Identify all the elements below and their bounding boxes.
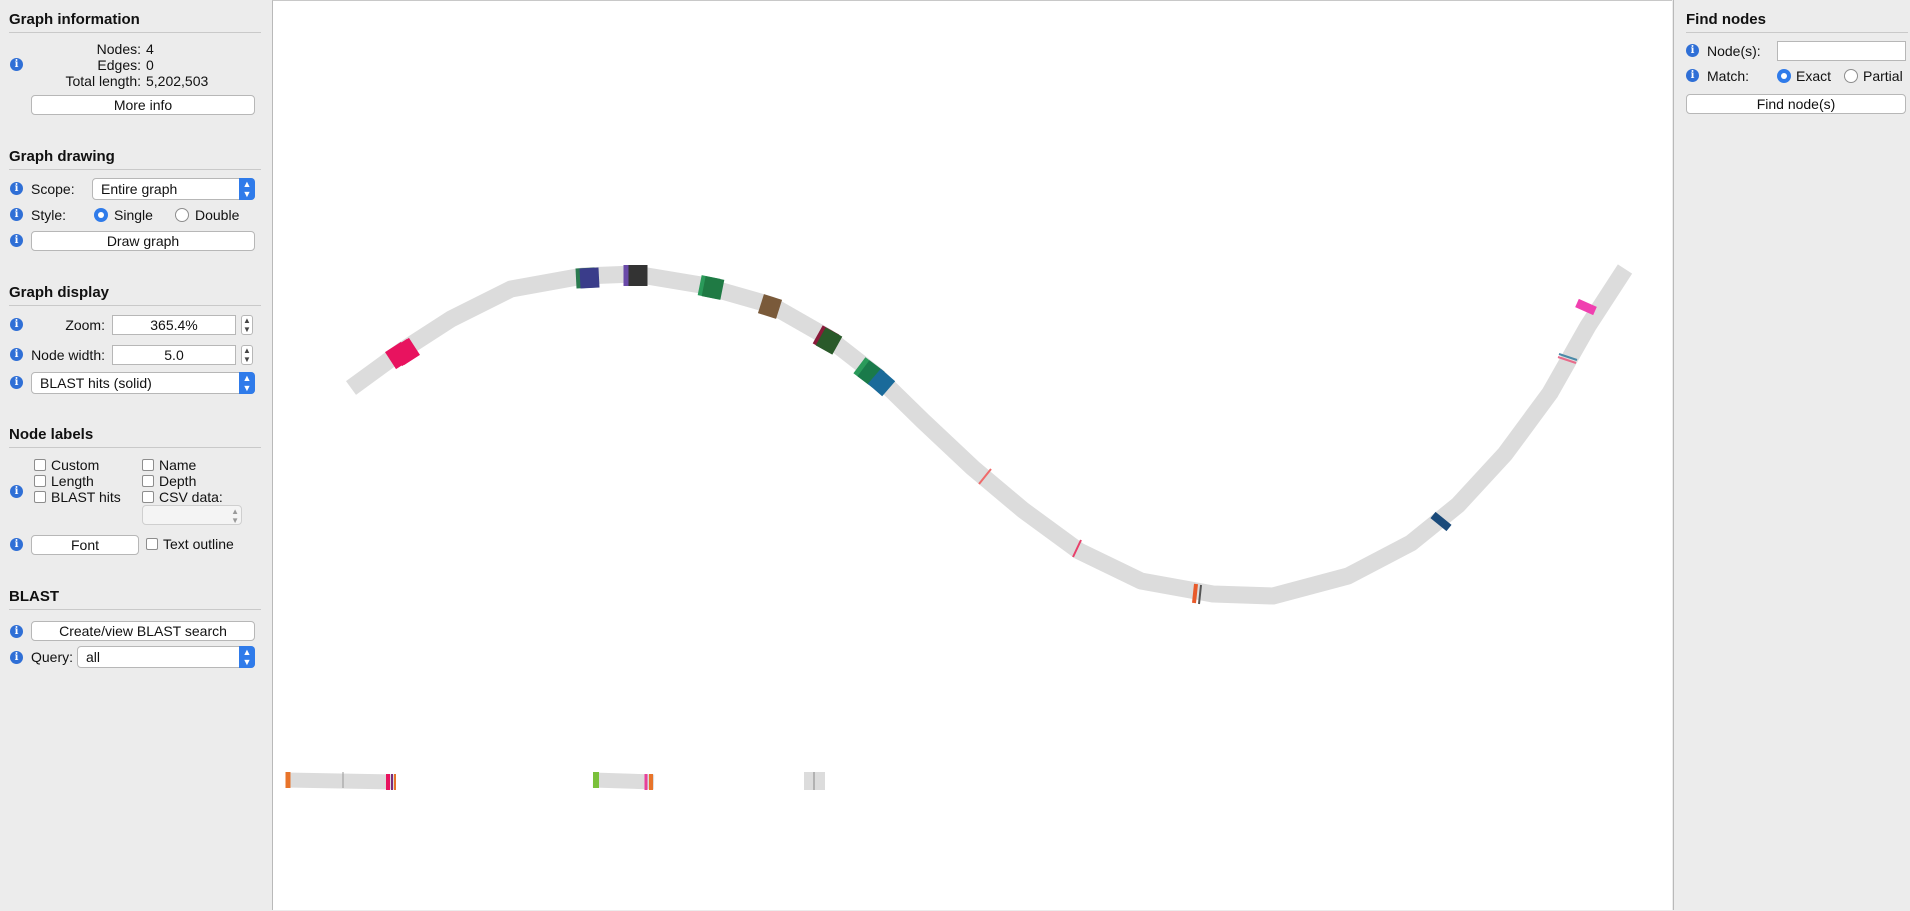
match-exact-radio[interactable]: [1777, 69, 1791, 83]
colour-scheme-select[interactable]: BLAST hits (solid) ▲ ▼: [31, 372, 255, 394]
depth-checkbox[interactable]: [142, 475, 154, 487]
edges-label: Edges:: [97, 57, 141, 73]
name-checkbox[interactable]: [142, 459, 154, 471]
node-width-input[interactable]: 5.0: [112, 345, 236, 365]
total-length-value: 5,202,503: [146, 73, 209, 89]
style-single-label: Single: [114, 207, 153, 223]
node-width-stepper[interactable]: ▲ ▼: [241, 345, 253, 365]
scope-select[interactable]: Entire graph ▲ ▼: [92, 178, 255, 200]
csv-data-label: CSV data:: [159, 489, 223, 505]
custom-checkbox[interactable]: [34, 459, 46, 471]
match-exact-label: Exact: [1796, 68, 1832, 84]
scope-value: Entire graph: [101, 181, 178, 197]
match-partial-label: Partial: [1863, 68, 1903, 84]
chevron-updown-icon: ▲ ▼: [231, 507, 239, 525]
total-length-label: Total length:: [65, 73, 142, 89]
query-value: all: [86, 649, 101, 665]
info-icon[interactable]: i: [1686, 44, 1699, 57]
chevron-updown-icon: ▲ ▼: [239, 646, 255, 668]
font-button[interactable]: Font: [31, 535, 139, 555]
zoom-stepper[interactable]: ▲ ▼: [241, 315, 253, 335]
chevron-updown-icon: ▲ ▼: [239, 372, 255, 394]
csv-data-checkbox[interactable]: [142, 491, 154, 503]
more-info-button[interactable]: More info: [31, 95, 255, 115]
info-icon[interactable]: i: [10, 625, 23, 638]
graph-canvas[interactable]: [272, 0, 1672, 910]
info-icon[interactable]: i: [10, 651, 23, 664]
graph-display-title: Graph display: [9, 284, 110, 301]
graph-drawing-title: Graph drawing: [9, 148, 115, 165]
divider: [9, 609, 261, 610]
query-label: Query:: [31, 649, 74, 665]
node-search-label: Node(s):: [1707, 43, 1761, 59]
style-label: Style:: [31, 207, 67, 223]
graph-node[interactable]: [285, 772, 396, 790]
left-control-panel: Graph information i Nodes: 4 Edges: 0 To…: [0, 0, 272, 910]
style-single-radio[interactable]: [94, 208, 108, 222]
blast-hit-marks: [593, 772, 653, 790]
blast-search-button[interactable]: Create/view BLAST search: [31, 621, 255, 641]
divider: [1686, 32, 1908, 33]
node-labels-title: Node labels: [9, 426, 94, 443]
graph-information-title: Graph information: [9, 11, 140, 28]
blast-hit-marks: [385, 265, 1597, 605]
chevron-updown-icon: ▲ ▼: [239, 178, 255, 200]
match-label: Match:: [1707, 68, 1750, 84]
divider: [9, 447, 261, 448]
zoom-label: Zoom:: [65, 317, 105, 333]
nodes-label: Nodes:: [96, 41, 141, 57]
info-icon[interactable]: i: [10, 538, 23, 551]
divider: [9, 169, 261, 170]
info-icon[interactable]: i: [10, 208, 23, 221]
info-icon[interactable]: i: [10, 234, 23, 247]
custom-label: Custom: [51, 457, 100, 473]
find-nodes-panel: Find nodes i Node(s): i Match: Exact Par…: [1673, 0, 1910, 910]
match-partial-radio[interactable]: [1844, 69, 1858, 83]
nodes-value: 4: [146, 41, 154, 57]
node-width-label: Node width:: [31, 347, 105, 363]
graph-node[interactable]: [592, 772, 655, 790]
info-icon[interactable]: i: [10, 318, 23, 331]
length-checkbox[interactable]: [34, 475, 46, 487]
blast-hits-checkbox[interactable]: [34, 491, 46, 503]
zoom-input[interactable]: 365.4%: [112, 315, 236, 335]
text-outline-label: Text outline: [163, 536, 234, 552]
csv-data-select[interactable]: ▲ ▼: [142, 505, 242, 525]
depth-label: Depth: [159, 473, 197, 489]
style-double-label: Double: [195, 207, 240, 223]
blast-hits-label: BLAST hits: [51, 489, 121, 505]
find-nodes-title: Find nodes: [1686, 11, 1766, 28]
name-label: Name: [159, 457, 197, 473]
blast-hit-marks: [285, 772, 396, 790]
colour-scheme-value: BLAST hits (solid): [40, 375, 152, 391]
divider: [9, 32, 261, 33]
info-icon[interactable]: i: [1686, 69, 1699, 82]
draw-graph-button[interactable]: Draw graph: [31, 231, 255, 251]
divider: [9, 305, 261, 306]
blast-title: BLAST: [9, 588, 59, 605]
node-search-input[interactable]: [1777, 41, 1906, 61]
graph-node[interactable]: [345, 264, 1633, 605]
query-select[interactable]: all ▲ ▼: [77, 646, 255, 668]
text-outline-checkbox[interactable]: [146, 538, 158, 550]
edges-value: 0: [146, 57, 154, 73]
length-label: Length: [51, 473, 94, 489]
info-icon[interactable]: i: [10, 376, 23, 389]
info-icon[interactable]: i: [10, 485, 23, 498]
info-icon[interactable]: i: [10, 182, 23, 195]
graph-drawing[interactable]: [273, 1, 1673, 911]
scope-label: Scope:: [31, 181, 75, 197]
find-nodes-button[interactable]: Find node(s): [1686, 94, 1906, 114]
info-icon[interactable]: i: [10, 58, 23, 71]
style-double-radio[interactable]: [175, 208, 189, 222]
info-icon[interactable]: i: [10, 348, 23, 361]
